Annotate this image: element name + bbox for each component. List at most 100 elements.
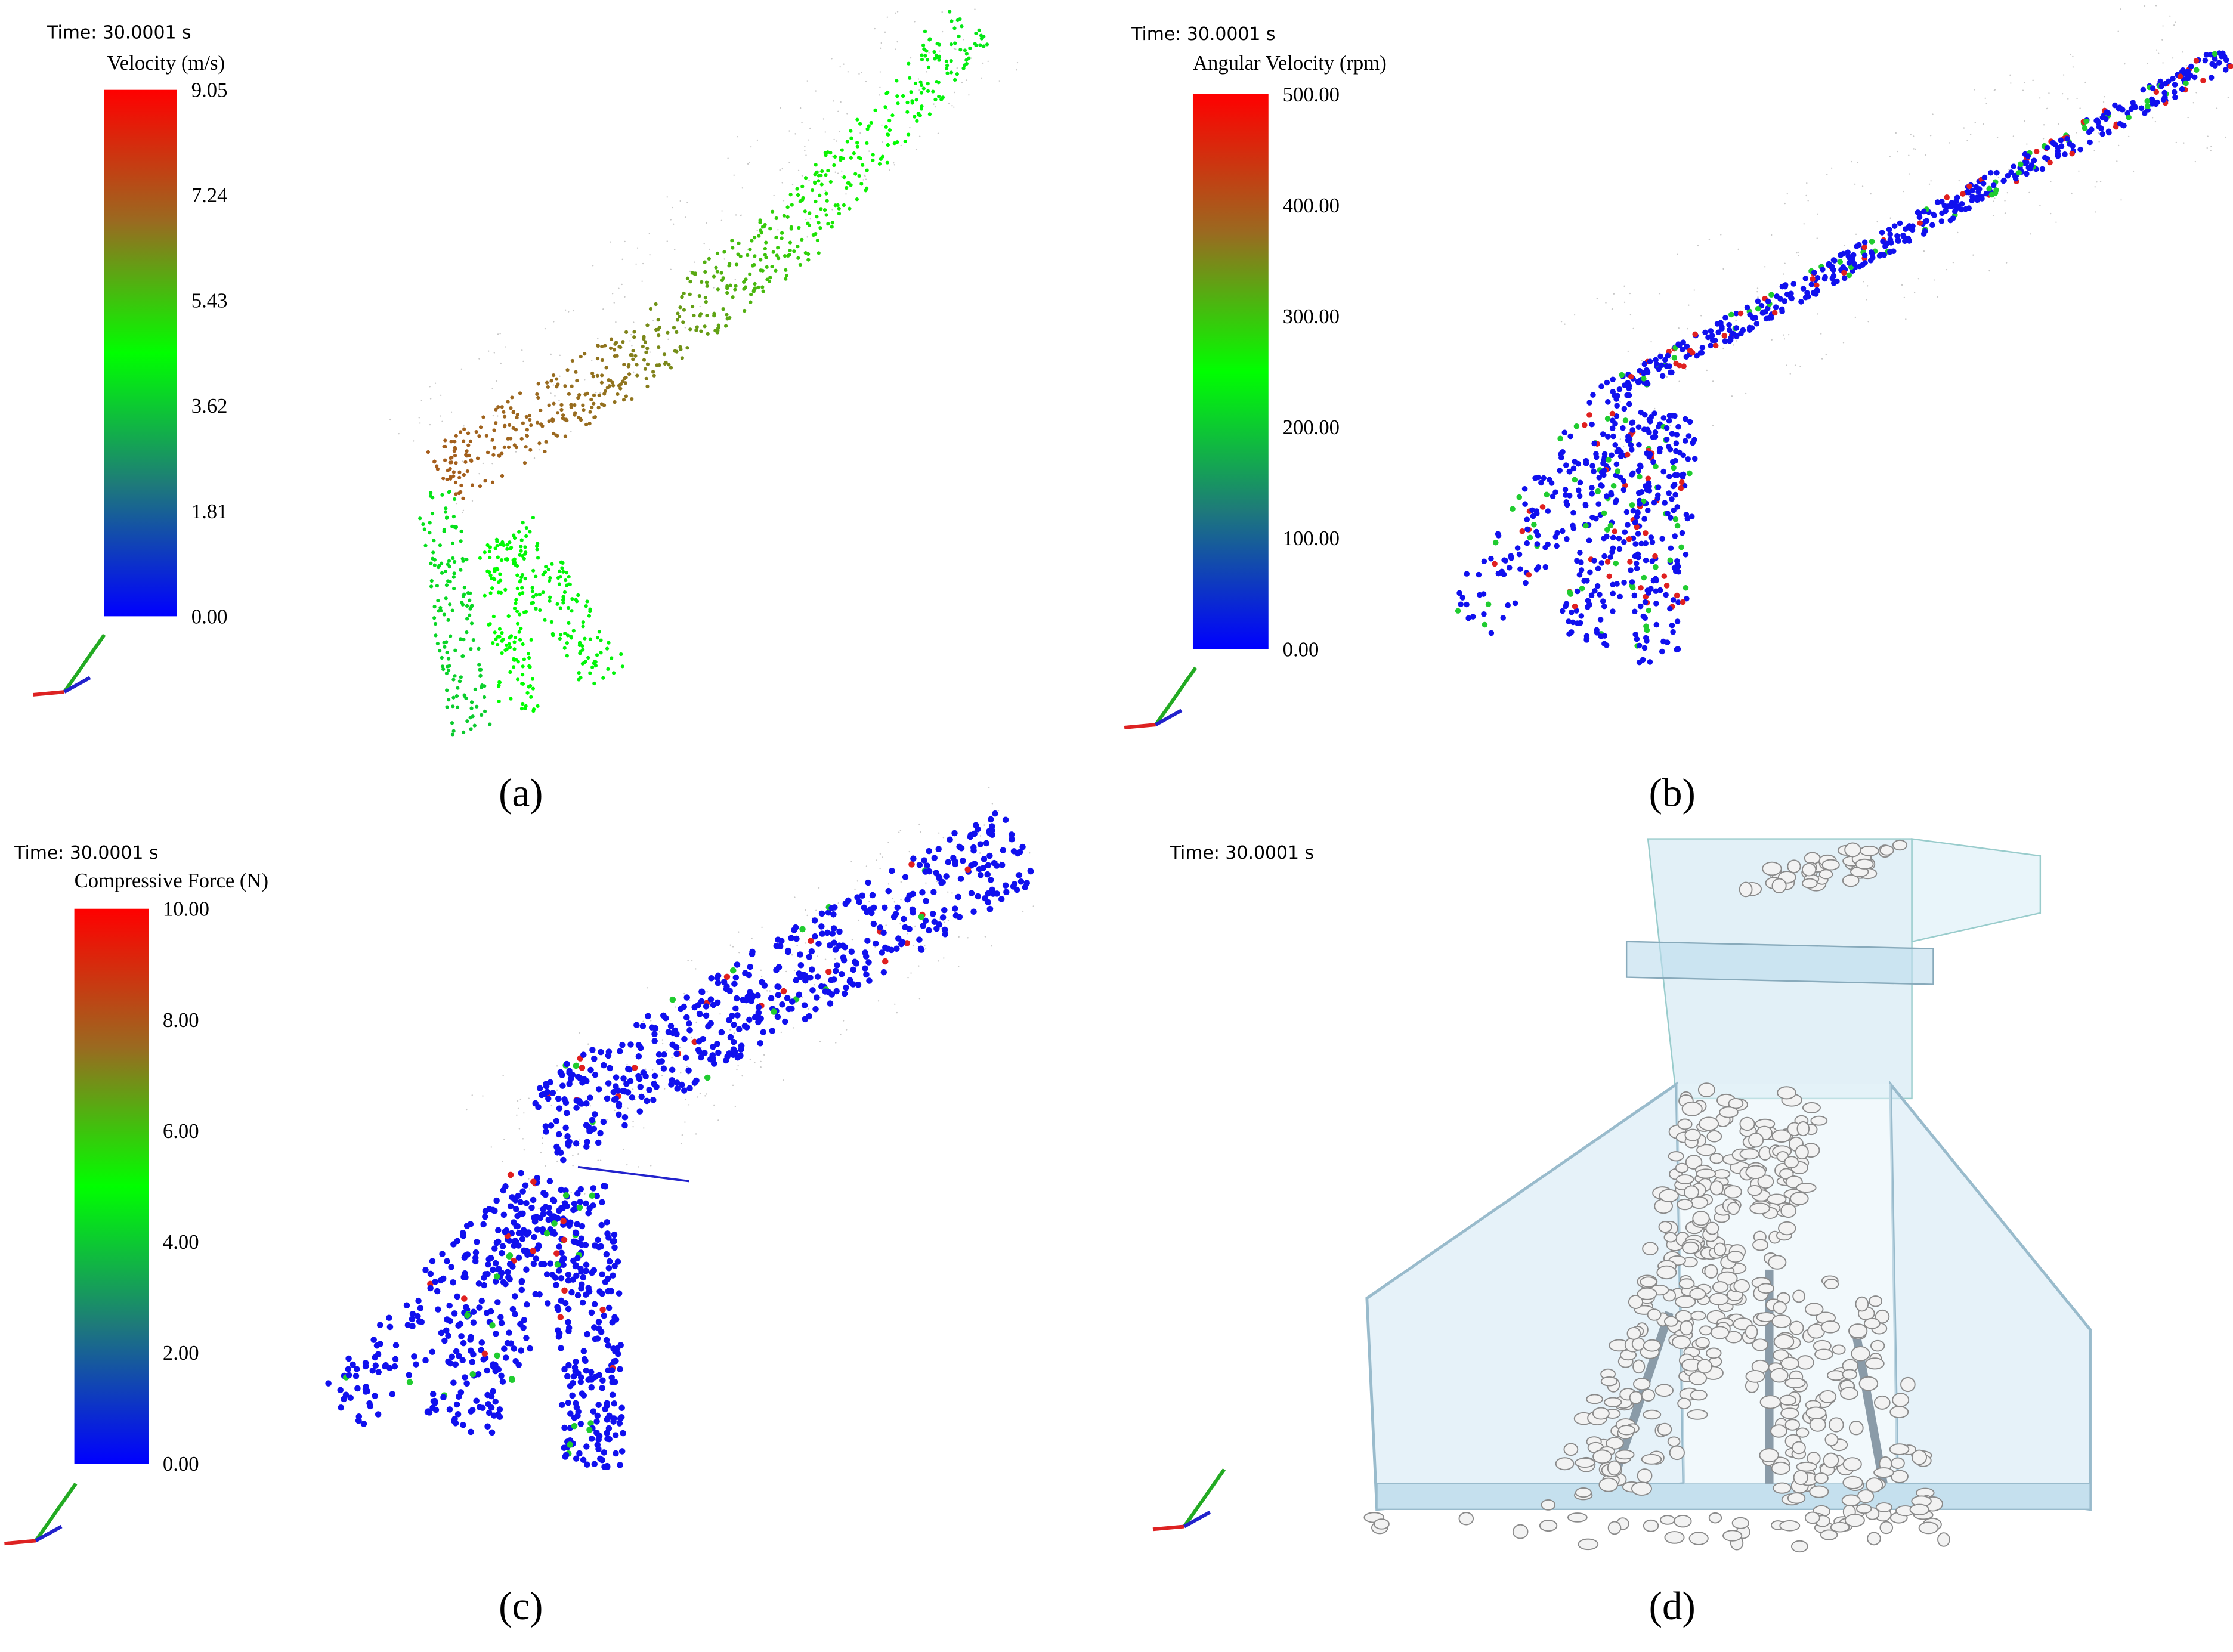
- particle: [601, 676, 605, 680]
- particle: [2194, 160, 2197, 163]
- particle: [459, 637, 463, 641]
- particle: [766, 990, 768, 992]
- particle: [583, 1143, 590, 1150]
- particle: [548, 595, 552, 599]
- pebble: [1733, 1279, 1750, 1293]
- particle: [1630, 508, 1637, 514]
- particle: [666, 240, 668, 242]
- particle: [886, 90, 890, 95]
- particle: [444, 506, 448, 511]
- particle: [774, 216, 778, 221]
- particle: [549, 1196, 556, 1203]
- particle: [1612, 420, 1618, 427]
- particle: [788, 248, 792, 253]
- particle: [420, 400, 423, 401]
- particle: [2127, 135, 2130, 138]
- pebble: [1674, 1514, 1692, 1528]
- particle: [673, 249, 676, 250]
- particle: [1016, 69, 1017, 71]
- particle: [955, 18, 960, 23]
- particle: [751, 938, 753, 939]
- particle: [431, 550, 435, 555]
- particle: [446, 468, 450, 473]
- particle: [497, 627, 502, 631]
- particle: [910, 57, 912, 59]
- particle: [987, 60, 989, 63]
- particle: [2062, 74, 2065, 76]
- particle: [437, 564, 441, 568]
- particle: [736, 252, 740, 256]
- particle: [509, 1376, 515, 1384]
- particle: [1620, 487, 1627, 493]
- particle: [450, 1379, 457, 1386]
- particle: [610, 1418, 617, 1425]
- particle: [624, 375, 628, 380]
- particle: [452, 586, 456, 591]
- particle: [894, 1003, 896, 1005]
- particle: [577, 1186, 584, 1193]
- particle: [715, 979, 722, 986]
- particle: [723, 324, 728, 328]
- pebble: [1804, 1303, 1824, 1316]
- particle: [700, 280, 704, 284]
- particle: [648, 307, 653, 311]
- particle: [465, 719, 469, 723]
- particle: [518, 638, 522, 642]
- particle: [633, 321, 635, 323]
- particle: [998, 896, 1005, 902]
- particle: [493, 1331, 499, 1337]
- particle: [643, 367, 648, 371]
- particle: [994, 890, 1000, 897]
- particle: [813, 172, 817, 177]
- particle: [2202, 57, 2209, 64]
- particle: [524, 1251, 531, 1258]
- particle: [660, 1065, 667, 1072]
- particle: [493, 1197, 500, 1204]
- particle: [570, 1276, 577, 1283]
- particle: [1596, 475, 1603, 481]
- pebble: [1667, 1436, 1681, 1447]
- particle: [601, 1312, 608, 1319]
- particle: [841, 156, 845, 160]
- particle: [490, 480, 495, 484]
- particle: [1728, 335, 1734, 341]
- particle: [833, 154, 837, 159]
- particle: [509, 406, 513, 410]
- particle: [1009, 836, 1015, 843]
- particle: [480, 1221, 487, 1228]
- particle: [1762, 308, 1768, 315]
- pebble: [1848, 1421, 1864, 1436]
- particle: [522, 556, 526, 561]
- pebble: [1790, 1540, 1808, 1553]
- particle: [1629, 472, 1635, 478]
- particle: [491, 1365, 498, 1371]
- particle: [1766, 315, 1773, 321]
- particle: [517, 530, 521, 534]
- particle: [1619, 438, 1622, 440]
- particle: [1584, 578, 1590, 584]
- particle: [2208, 75, 2215, 81]
- particle: [901, 94, 905, 98]
- particle: [1889, 217, 1891, 219]
- particle: [736, 135, 738, 138]
- particle: [842, 175, 846, 180]
- pebble: [1690, 1390, 1708, 1401]
- particle: [470, 1319, 477, 1326]
- particle: [1603, 493, 1610, 499]
- particle: [955, 893, 961, 901]
- particle: [1654, 407, 1656, 410]
- particle: [617, 345, 621, 349]
- particle: [475, 456, 480, 460]
- particle: [854, 888, 856, 890]
- particle: [502, 1075, 504, 1077]
- pebble: [1771, 878, 1787, 893]
- particle: [591, 1056, 598, 1062]
- particle: [567, 621, 571, 625]
- pebble: [1659, 1189, 1679, 1202]
- particle: [1708, 342, 1714, 349]
- particle: [588, 637, 592, 641]
- particle: [556, 1065, 558, 1067]
- particle: [564, 571, 568, 575]
- particle: [1680, 347, 1685, 353]
- particle: [527, 1345, 533, 1352]
